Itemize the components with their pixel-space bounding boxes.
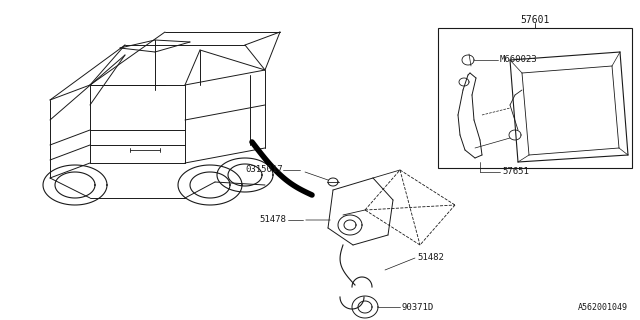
Text: 0315017: 0315017 (245, 165, 283, 174)
Text: 51478: 51478 (259, 215, 286, 225)
Text: 57601: 57601 (520, 15, 550, 25)
Text: M660023: M660023 (500, 55, 538, 65)
Text: 90371D: 90371D (402, 302, 435, 311)
Text: 51482: 51482 (417, 253, 444, 262)
Text: 57651: 57651 (502, 167, 529, 177)
Bar (438, 28, 632, 168)
Text: A562001049: A562001049 (578, 303, 628, 312)
